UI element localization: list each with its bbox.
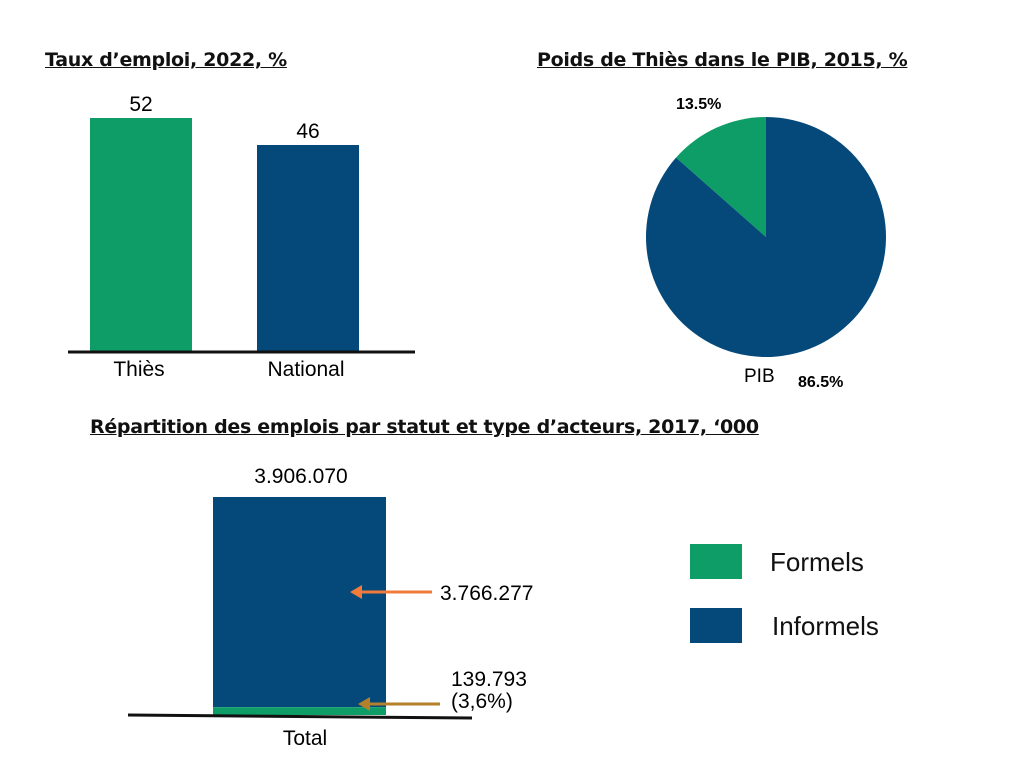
- employment-bar-chart: 52 46 Thiès National: [68, 93, 415, 381]
- arrow-head-informels: [350, 585, 362, 599]
- stacked-category-label: Total: [283, 727, 327, 750]
- bar-national: [257, 145, 359, 352]
- bar-category-label-national: National: [267, 358, 344, 381]
- bar-value-label-thies: 52: [129, 93, 152, 116]
- legend-label-informels: Informels: [772, 611, 879, 641]
- informels-value-label: 3.766.277: [440, 582, 533, 605]
- stacked-baseline: [127, 713, 473, 720]
- legend-label-formels: Formels: [770, 547, 864, 577]
- pie-slice-label-thies: 13.5%: [676, 96, 721, 113]
- formels-share-label: (3,6%): [451, 690, 513, 713]
- gdp-pie-chart: 13.5% 86.5% PIB: [646, 96, 886, 391]
- bar-category-label-thies: Thiès: [113, 358, 164, 381]
- formels-value-label: 139.793: [451, 668, 527, 691]
- pie-slice-thies: [675, 117, 766, 237]
- pie-slice-rest: [646, 117, 886, 357]
- jobs-stacked-bar-chart: 3.906.070 Total 3.766.277 139.793 (3,6%): [127, 465, 533, 750]
- bar-value-label-national: 46: [296, 120, 319, 143]
- stacked-total-label: 3.906.070: [254, 465, 347, 488]
- bar-thies: [90, 118, 192, 352]
- stacked-chart-title: Répartition des emplois par statut et ty…: [90, 416, 759, 438]
- bar-chart-title: Taux d’emploi, 2022, %: [45, 49, 287, 71]
- legend-swatch-formels: [690, 544, 742, 579]
- pie-slice-label-rest: 86.5%: [798, 374, 843, 391]
- pie-chart-title: Poids de Thiès dans le PIB, 2015, %: [537, 49, 908, 71]
- pie-category-label: PIB: [744, 366, 775, 387]
- stacked-segment-formels: [213, 707, 386, 715]
- stacked-segment-informels: [213, 497, 386, 708]
- arrow-head-formels: [358, 697, 370, 711]
- legend-swatch-informels: [690, 608, 742, 643]
